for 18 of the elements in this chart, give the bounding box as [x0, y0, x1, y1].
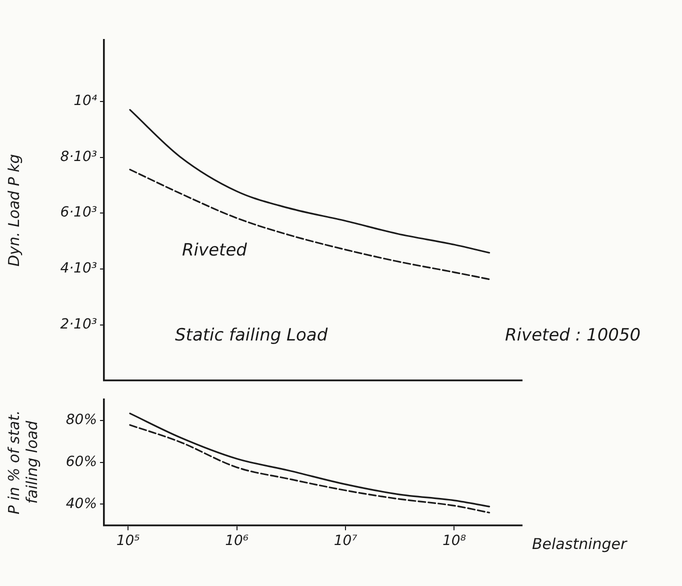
y-tick-label: 6·10³: [60, 204, 98, 221]
y-tick-label: 80%: [66, 412, 97, 428]
x-tick-label: 10⁸: [442, 533, 466, 550]
y-tick-label: 2·10³: [60, 316, 98, 332]
y-tick-label: 40%: [66, 496, 97, 512]
x-axis-title: Belastninger: [532, 535, 628, 554]
y-tick-label: 10⁴: [74, 93, 98, 110]
x-tick-label: 10⁵: [116, 533, 140, 550]
annotation: Static failing Load: [175, 325, 328, 346]
x-tick-label: 10⁶: [225, 533, 249, 550]
x-tick-label: 10⁷: [334, 533, 358, 550]
y-axis-title: P in % of stat. failing load: [4, 410, 41, 514]
y-tick-label: 4·10³: [60, 260, 98, 277]
y-tick-label: 8·10³: [60, 148, 98, 165]
y-tick-label: 60%: [66, 454, 97, 470]
annotation: Riveted : 10050: [505, 325, 641, 346]
y-axis-title: Dyn. Load P kg: [4, 154, 23, 267]
series-label: Riveted: [182, 240, 248, 261]
